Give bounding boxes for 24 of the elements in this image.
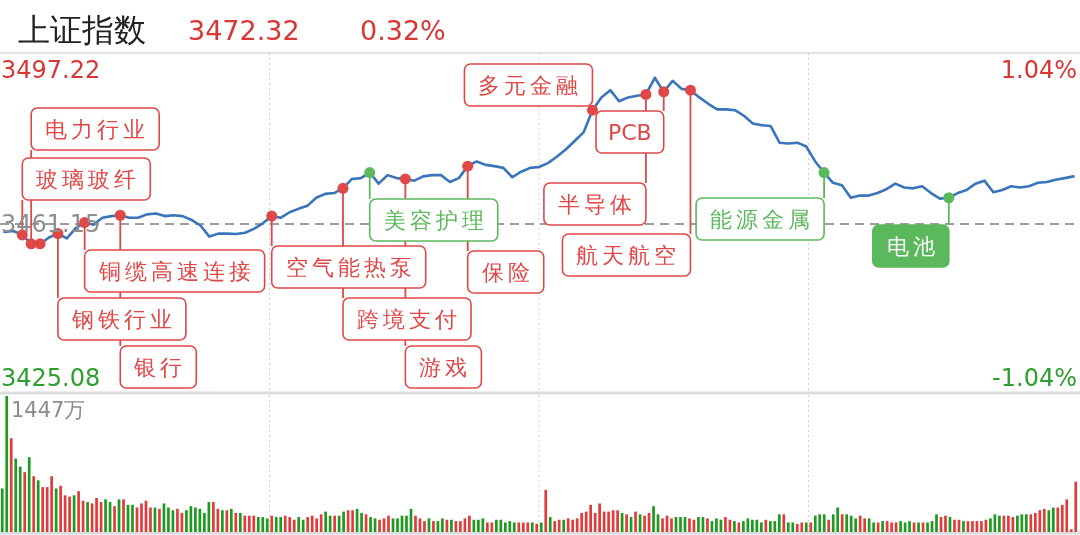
y2-tick-label: 1.04% (1000, 56, 1077, 84)
data-label: 铜缆高速连接 (97, 258, 255, 284)
data-label: 银行 (133, 354, 187, 380)
y-tick-label: 3497.22 (1, 56, 101, 84)
data-label: 多元金融 (478, 72, 583, 98)
text: 3472.32 (188, 14, 300, 46)
data-label: PCB (607, 119, 652, 145)
chart-title: 上证指数 (18, 11, 146, 49)
data-label: 电池 (886, 233, 939, 259)
data-label: 美容护理 (383, 207, 488, 233)
data-label: 半导体 (557, 191, 636, 217)
data-label: 电力行业 (45, 116, 150, 142)
data-label: 钢铁行业 (70, 306, 176, 332)
data-label: 能源金属 (710, 206, 815, 232)
y2-tick-label: -1.04% (992, 364, 1077, 392)
y-tick-label: 3425.08 (1, 364, 101, 392)
text: 0.32% (360, 14, 446, 46)
data-label: 玻璃玻纤 (36, 166, 141, 192)
data-label: 航天航空 (576, 242, 681, 268)
data-label: 游戏 (419, 354, 472, 380)
data-label: 保险 (481, 259, 534, 285)
annotation: 1447万 (11, 398, 86, 422)
data-label: 空气能热泵 (285, 254, 416, 280)
data-label: 跨境支付 (357, 306, 461, 332)
